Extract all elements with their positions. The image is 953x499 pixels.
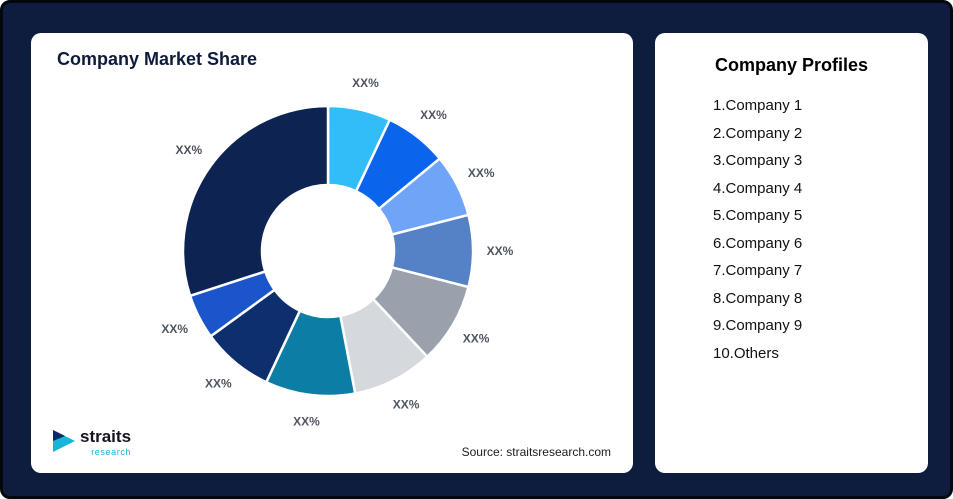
segment-label: XX% <box>161 322 188 336</box>
list-item: 4.Company 4 <box>713 179 803 197</box>
list-item: 3.Company 3 <box>713 152 803 169</box>
segment-label: XX% <box>293 415 320 429</box>
list-item: 10.Others <box>713 344 779 362</box>
profiles-title: Company Profiles <box>714 55 869 75</box>
company-profiles-card: Company Profiles 1.Company 1 2.Company 2 3… <box>655 33 928 473</box>
list-item: 9.Company 9 <box>713 317 803 334</box>
segment-label: XX% <box>463 332 490 346</box>
straits-logo-icon <box>53 430 75 452</box>
list-item: 5.Company 5 <box>713 207 803 224</box>
company-list: 1.Company 1 2.Company 2 3.Company 3 4.Compa… <box>655 92 928 367</box>
segment-label: XX% <box>487 244 514 258</box>
chart-title: Company Market Share <box>57 49 258 69</box>
list-item: 1.Company 1 <box>713 97 803 114</box>
logo-name: straits <box>80 427 132 446</box>
segment-label: XX% <box>393 397 420 411</box>
segment-label: XX% <box>420 108 447 122</box>
market-share-card: Company Market Share XX% XX% XX% XX% XX% XX% X… <box>31 33 633 473</box>
list-item: 7.Company 7 <box>713 262 803 279</box>
list-item: 8.Company 8 <box>713 289 803 307</box>
straits-logo: straits research <box>51 428 131 457</box>
segment-label: XX% <box>205 377 232 391</box>
donut-segment-10 <box>181 104 330 298</box>
segment-label: XX% <box>468 166 495 180</box>
donut-chart: XX% XX% XX% XX% XX% XX% XX% XX% XX% XX% <box>161 76 514 429</box>
segment-label: XX% <box>352 76 379 90</box>
logo-subtitle: research <box>91 447 132 457</box>
list-item: 6.Company 6 <box>713 234 803 252</box>
list-item: 2.Company 2 <box>713 124 803 142</box>
segment-label: XX% <box>176 143 203 157</box>
straits-logo-text: straits research <box>80 428 131 457</box>
source-text: Source: straitsresearch.com <box>461 445 611 459</box>
